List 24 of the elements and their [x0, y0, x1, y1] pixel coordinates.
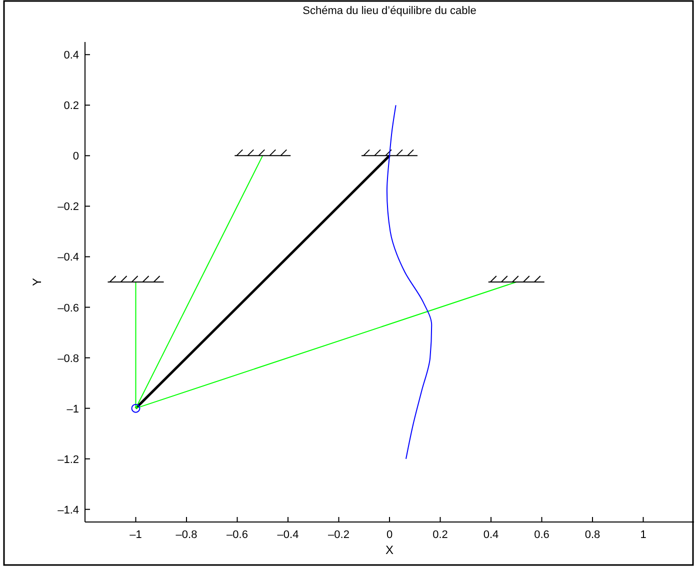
x-tick-label: –0.2	[328, 529, 350, 541]
x-tick-label: –0.6	[226, 529, 248, 541]
x-tick-label: 0.8	[584, 529, 600, 541]
y-tick-label: 0	[72, 150, 79, 163]
x-tick-label: –0.8	[176, 529, 198, 541]
x-tick-label: 0.2	[432, 529, 448, 541]
y-tick-label: 0.4	[64, 50, 79, 62]
y-tick-label: –1.4	[58, 504, 79, 516]
y-tick-label: –0.4	[58, 252, 79, 264]
y-tick-label: –0.2	[58, 201, 79, 214]
y-tick-label: –1	[66, 403, 79, 416]
y-tick-label: –1.2	[58, 454, 79, 466]
x-tick-label: 0.6	[534, 529, 550, 541]
y-tick-label: 0.2	[64, 100, 79, 112]
x-axis-title: X	[385, 543, 394, 557]
x-tick-label: –0.4	[277, 529, 299, 541]
y-tick-label: –0.8	[58, 352, 79, 365]
y-axis-title: Y	[30, 278, 44, 286]
x-tick-label: 0	[386, 529, 393, 541]
x-tick-label: 0.4	[483, 529, 499, 541]
y-tick-label: –0.6	[58, 302, 79, 314]
chart-title: Schéma du lieu d’équilibre du cable	[302, 5, 476, 17]
x-tick-label: 1	[640, 529, 646, 541]
x-tick-label: –1	[130, 529, 142, 541]
